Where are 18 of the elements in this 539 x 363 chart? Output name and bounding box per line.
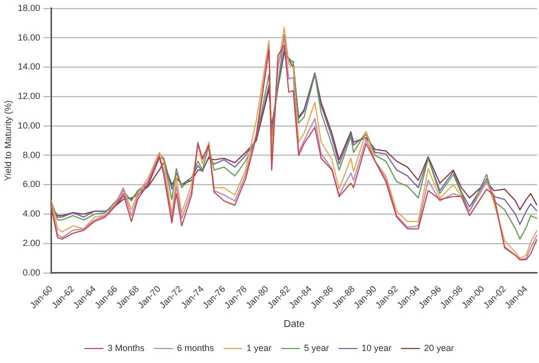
y-axis-title: Yield to Maturity (%): [2, 100, 13, 182]
y-tick-label: 14.00: [18, 62, 40, 72]
legend-label: 5 year: [304, 342, 330, 353]
y-tick-label: 8.00: [22, 150, 40, 160]
legend-label: 6 months: [176, 342, 214, 353]
y-tick-label: 10.00: [18, 120, 40, 130]
legend-label: 10 year: [362, 342, 392, 353]
y-tick-label: 18.00: [18, 2, 40, 13]
y-tick-label: 6.00: [22, 179, 40, 190]
legend-label: 3 Months: [107, 342, 145, 353]
y-tick-label: 0.00: [22, 267, 40, 278]
legend-label: 1 year: [246, 342, 272, 353]
x-axis-title: Date: [284, 318, 306, 330]
legend-label: 20 year: [424, 342, 454, 353]
y-tick-label: 2.00: [22, 238, 40, 248]
y-tick-label: 4.00: [22, 208, 40, 219]
y-tick-label: 12.00: [18, 91, 40, 102]
y-tick-label: 16.00: [18, 32, 40, 42]
